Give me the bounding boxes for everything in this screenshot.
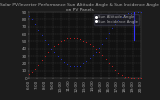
Point <box>92 46 94 47</box>
Point <box>28 74 30 75</box>
Point <box>56 55 59 57</box>
Point <box>130 77 132 79</box>
Point <box>140 11 142 13</box>
Point <box>44 55 46 57</box>
Point <box>117 19 120 21</box>
Point <box>37 64 40 66</box>
Point <box>76 38 78 39</box>
Point <box>133 77 136 79</box>
Point <box>47 44 49 45</box>
Point <box>82 40 84 41</box>
Point <box>31 71 33 73</box>
Point <box>111 66 113 67</box>
Point <box>136 11 139 13</box>
Point <box>34 24 36 25</box>
Point <box>117 72 120 74</box>
Point <box>108 32 110 34</box>
Point <box>28 15 30 16</box>
Point <box>95 48 97 50</box>
Point <box>72 37 75 38</box>
Point <box>53 52 56 53</box>
Point <box>85 41 88 43</box>
Point <box>88 57 91 59</box>
Point <box>124 76 126 77</box>
Point <box>124 14 126 16</box>
Point <box>50 48 52 50</box>
Point <box>72 66 75 67</box>
Point <box>66 63 68 65</box>
Point <box>60 40 62 42</box>
Point <box>66 38 68 39</box>
Point <box>34 68 36 70</box>
Point <box>44 39 46 41</box>
Point <box>98 47 100 49</box>
Point <box>69 37 72 38</box>
Point <box>31 18 33 20</box>
Point <box>79 65 81 66</box>
Point <box>140 77 142 79</box>
Point <box>136 77 139 79</box>
Point <box>130 12 132 14</box>
Legend: Sun Altitude Angle, Sun Incidence Angle: Sun Altitude Angle, Sun Incidence Angle <box>94 14 139 25</box>
Point <box>47 51 49 52</box>
Point <box>76 66 78 67</box>
Point <box>40 34 43 36</box>
Point <box>85 60 88 62</box>
Point <box>63 61 65 63</box>
Point <box>120 74 123 76</box>
Point <box>40 60 43 61</box>
Point <box>50 48 52 50</box>
Point <box>69 65 72 66</box>
Point <box>104 58 107 60</box>
Point <box>120 16 123 18</box>
Point <box>53 45 56 46</box>
Point <box>37 29 40 30</box>
Point <box>88 44 91 45</box>
Point <box>60 58 62 60</box>
Point <box>108 62 110 63</box>
Point <box>114 69 116 71</box>
Point <box>101 55 104 56</box>
Point <box>101 43 104 44</box>
Point <box>98 51 100 52</box>
Text: Solar PV/Inverter Performance Sun Altitude Angle & Sun Incidence Angle on PV Pan: Solar PV/Inverter Performance Sun Altitu… <box>0 3 160 12</box>
Point <box>133 11 136 13</box>
Point <box>56 43 59 44</box>
Point <box>111 27 113 29</box>
Point <box>92 55 94 56</box>
Point <box>79 38 81 40</box>
Point <box>82 62 84 64</box>
Point <box>95 51 97 52</box>
Point <box>63 39 65 41</box>
Point <box>114 23 116 24</box>
Point <box>104 38 107 39</box>
Point <box>127 13 129 14</box>
Point <box>127 76 129 78</box>
